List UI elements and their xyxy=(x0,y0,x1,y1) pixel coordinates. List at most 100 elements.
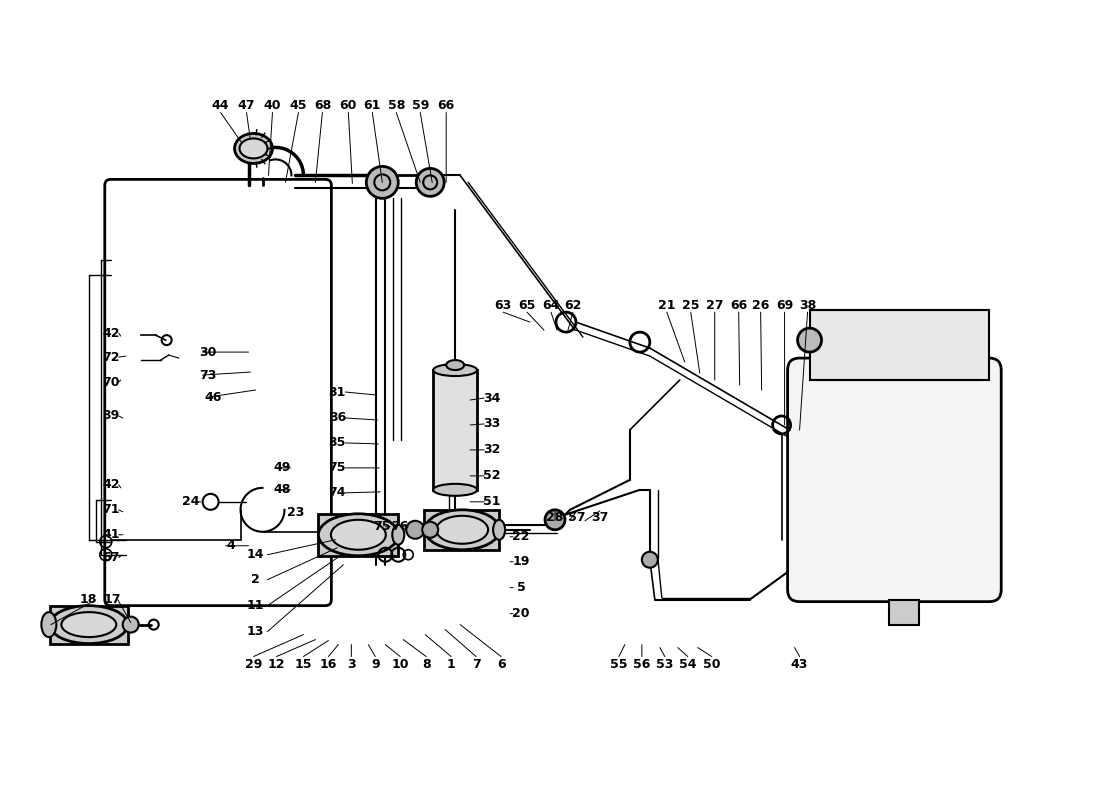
Text: 26: 26 xyxy=(752,298,769,312)
Text: 54: 54 xyxy=(679,658,696,671)
Text: 75: 75 xyxy=(329,462,346,474)
Ellipse shape xyxy=(425,510,499,550)
Ellipse shape xyxy=(318,514,398,556)
Text: 53: 53 xyxy=(656,658,673,671)
Bar xyxy=(425,510,499,550)
Text: 50: 50 xyxy=(703,658,720,671)
Circle shape xyxy=(544,510,565,530)
Text: 13: 13 xyxy=(246,625,264,638)
Text: 71: 71 xyxy=(102,503,120,516)
Text: 34: 34 xyxy=(483,391,500,405)
Ellipse shape xyxy=(433,364,477,376)
Text: 24: 24 xyxy=(182,495,199,508)
Text: 17: 17 xyxy=(104,593,121,606)
Ellipse shape xyxy=(447,360,464,370)
Text: 29: 29 xyxy=(245,658,262,671)
Text: 40: 40 xyxy=(264,99,282,112)
Text: 76: 76 xyxy=(392,520,409,534)
Text: 52: 52 xyxy=(483,470,500,482)
Text: 37: 37 xyxy=(591,511,608,524)
Ellipse shape xyxy=(493,520,505,540)
Text: 42: 42 xyxy=(102,326,120,340)
Text: 45: 45 xyxy=(289,99,307,112)
Circle shape xyxy=(416,169,444,196)
Text: 30: 30 xyxy=(199,346,217,358)
Text: 21: 21 xyxy=(658,298,675,312)
Text: 2: 2 xyxy=(251,573,260,586)
Circle shape xyxy=(123,617,139,633)
Text: 11: 11 xyxy=(246,599,264,612)
Text: 68: 68 xyxy=(314,99,331,112)
Text: 8: 8 xyxy=(422,658,430,671)
Text: 59: 59 xyxy=(411,99,429,112)
Text: 16: 16 xyxy=(320,658,337,671)
Text: 63: 63 xyxy=(495,298,512,312)
Circle shape xyxy=(406,521,425,538)
Text: 5: 5 xyxy=(517,581,526,594)
Bar xyxy=(433,370,477,490)
Ellipse shape xyxy=(50,606,128,643)
Ellipse shape xyxy=(62,612,117,637)
Text: 49: 49 xyxy=(274,462,292,474)
Text: 46: 46 xyxy=(205,390,222,403)
Text: 10: 10 xyxy=(392,658,409,671)
Ellipse shape xyxy=(240,138,267,158)
Text: 31: 31 xyxy=(329,386,346,398)
FancyBboxPatch shape xyxy=(788,358,1001,602)
Text: 3: 3 xyxy=(346,658,355,671)
Text: 38: 38 xyxy=(799,298,816,312)
Ellipse shape xyxy=(437,516,488,544)
Bar xyxy=(318,514,398,556)
Text: 6: 6 xyxy=(497,658,505,671)
Text: 33: 33 xyxy=(484,418,500,430)
Text: 27: 27 xyxy=(706,298,724,312)
Ellipse shape xyxy=(433,484,477,496)
Text: 12: 12 xyxy=(267,658,285,671)
Circle shape xyxy=(798,328,822,352)
Bar xyxy=(810,310,989,380)
Text: 28: 28 xyxy=(547,511,563,524)
Text: 35: 35 xyxy=(329,437,346,450)
Text: 75: 75 xyxy=(374,520,390,534)
Text: 42: 42 xyxy=(102,478,120,491)
Text: 43: 43 xyxy=(791,658,808,671)
Text: 41: 41 xyxy=(102,528,120,542)
Text: 14: 14 xyxy=(246,548,264,562)
Text: 39: 39 xyxy=(102,410,120,422)
Ellipse shape xyxy=(393,525,405,545)
Text: 9: 9 xyxy=(371,658,380,671)
Text: 67: 67 xyxy=(102,551,120,564)
Text: 44: 44 xyxy=(212,99,229,112)
Text: 23: 23 xyxy=(287,506,304,519)
Text: 47: 47 xyxy=(238,99,255,112)
Text: 66: 66 xyxy=(730,298,747,312)
Text: 64: 64 xyxy=(542,298,560,312)
Text: 55: 55 xyxy=(610,658,628,671)
Circle shape xyxy=(641,552,658,568)
Text: 25: 25 xyxy=(682,298,700,312)
Text: 72: 72 xyxy=(102,350,120,363)
Text: 1: 1 xyxy=(447,658,455,671)
Text: 51: 51 xyxy=(483,495,500,508)
Text: 66: 66 xyxy=(438,99,454,112)
Text: 65: 65 xyxy=(518,298,536,312)
Circle shape xyxy=(366,166,398,198)
Ellipse shape xyxy=(234,134,273,163)
Text: 57: 57 xyxy=(569,511,585,524)
Text: 19: 19 xyxy=(513,555,530,568)
Circle shape xyxy=(422,522,438,538)
Ellipse shape xyxy=(331,520,386,550)
Text: 74: 74 xyxy=(329,486,346,499)
Text: 20: 20 xyxy=(513,607,530,620)
Text: 32: 32 xyxy=(483,443,500,457)
Text: 18: 18 xyxy=(79,593,97,606)
Ellipse shape xyxy=(42,612,56,637)
Text: 70: 70 xyxy=(102,375,120,389)
Text: 61: 61 xyxy=(364,99,381,112)
Text: 15: 15 xyxy=(295,658,312,671)
Bar xyxy=(50,606,128,643)
Text: 60: 60 xyxy=(340,99,358,112)
Text: 69: 69 xyxy=(776,298,793,312)
Text: 22: 22 xyxy=(513,530,530,543)
Text: 56: 56 xyxy=(634,658,650,671)
